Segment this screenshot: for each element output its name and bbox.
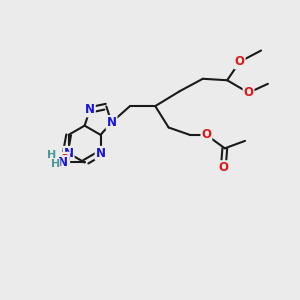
Text: N: N (64, 147, 74, 160)
Text: O: O (218, 161, 228, 174)
Text: O: O (235, 55, 245, 68)
Text: N: N (85, 103, 95, 116)
Text: H: H (47, 150, 56, 160)
Text: O: O (59, 153, 69, 166)
Text: N: N (58, 156, 68, 169)
Text: O: O (244, 86, 254, 99)
Text: O: O (201, 128, 212, 141)
Text: N: N (106, 116, 117, 129)
Text: H: H (51, 159, 60, 169)
Text: N: N (96, 147, 106, 160)
